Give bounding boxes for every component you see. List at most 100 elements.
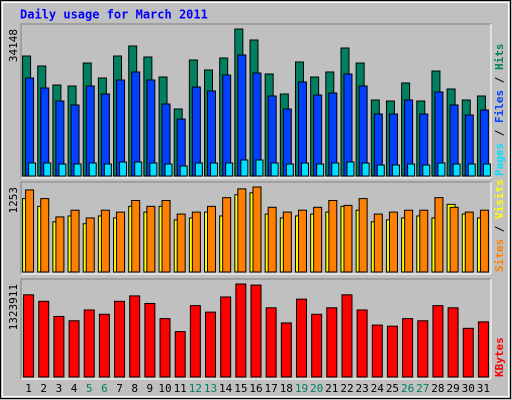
x-tick-label: 17 [265, 382, 278, 395]
y-tick-label: 34148 [7, 29, 20, 62]
x-tick-label: 27 [416, 382, 429, 395]
bar [346, 161, 355, 177]
bar [356, 309, 368, 378]
bar [179, 165, 188, 177]
bar [404, 209, 414, 273]
bar [358, 198, 368, 273]
bar [482, 163, 491, 177]
x-tick-label: 6 [101, 382, 108, 395]
x-tick-label: 31 [477, 382, 490, 395]
bar [388, 211, 398, 273]
x-tick-label: 4 [71, 382, 78, 395]
bar [437, 162, 446, 177]
bar [161, 199, 171, 273]
x-tick-label: 3 [56, 382, 63, 395]
bar [235, 283, 247, 378]
legend: Pages / Files / Hits [493, 44, 506, 177]
bar [73, 163, 82, 177]
bar [341, 294, 353, 378]
y-tick-label: 1253 [7, 187, 20, 214]
bar [210, 162, 219, 177]
bar [164, 163, 173, 177]
bar [328, 199, 338, 273]
bar [149, 162, 158, 177]
x-tick-label: 29 [446, 382, 459, 395]
bar [70, 209, 80, 273]
bar [159, 318, 171, 378]
x-tick-label: 21 [325, 382, 338, 395]
bar [191, 211, 201, 273]
legend-entry: Hits [493, 44, 506, 71]
legend-separator: / [493, 219, 506, 239]
bar [176, 213, 186, 273]
bar [252, 186, 262, 273]
bar [313, 206, 323, 273]
x-tick-label: 8 [131, 382, 138, 395]
bar [371, 324, 383, 378]
bar [422, 164, 431, 177]
x-tick-label: 15 [234, 382, 247, 395]
bar [376, 164, 385, 177]
bar [316, 163, 325, 177]
x-tick-label: 12 [189, 382, 202, 395]
x-tick-label: 2 [40, 382, 47, 395]
bar [129, 295, 141, 378]
bar [479, 209, 489, 273]
bar [114, 300, 126, 378]
bar [55, 216, 65, 273]
x-tick-label: 26 [401, 382, 414, 395]
bar [23, 294, 35, 378]
bar [467, 163, 476, 177]
x-tick-label: 19 [295, 382, 308, 395]
bar [98, 313, 110, 378]
bar [419, 209, 429, 273]
bar [449, 206, 459, 273]
x-tick-label: 7 [116, 382, 123, 395]
bar [402, 318, 414, 378]
bar [131, 199, 141, 273]
bar [361, 162, 370, 177]
bar [28, 162, 37, 177]
bar [311, 313, 323, 378]
legend-entry: Sites [493, 239, 506, 272]
bar [270, 162, 279, 177]
x-tick-label: 9 [147, 382, 154, 395]
bar [300, 162, 309, 177]
bar [144, 302, 156, 378]
bar [146, 205, 156, 273]
bar [417, 320, 429, 378]
bar [265, 307, 277, 378]
bar [331, 162, 340, 177]
x-tick-label: 13 [204, 382, 217, 395]
bar [100, 209, 110, 273]
bevel [2, 2, 509, 397]
bar [53, 315, 65, 378]
bar [282, 211, 292, 273]
bar [326, 307, 338, 378]
x-tick-label: 16 [249, 382, 262, 395]
bar [207, 205, 217, 273]
bar [447, 307, 459, 378]
bar [134, 161, 143, 177]
bar [58, 163, 67, 177]
bar [386, 325, 398, 378]
x-tick-label: 22 [340, 382, 353, 395]
x-tick-label: 14 [219, 382, 233, 395]
bar [295, 298, 307, 378]
x-tick-label: 10 [158, 382, 171, 395]
legend-separator: / [493, 70, 506, 90]
bar [280, 322, 292, 378]
legend-separator: / [493, 123, 506, 143]
x-tick-label: 1 [25, 382, 32, 395]
bar [240, 159, 249, 177]
bar [222, 74, 232, 177]
bar [146, 79, 156, 177]
x-tick-label: 24 [371, 382, 385, 395]
bar [432, 305, 444, 378]
bar [225, 162, 234, 177]
legend-entry: Pages [493, 143, 506, 176]
x-tick-label: 20 [310, 382, 323, 395]
x-tick-label: 25 [386, 382, 399, 395]
